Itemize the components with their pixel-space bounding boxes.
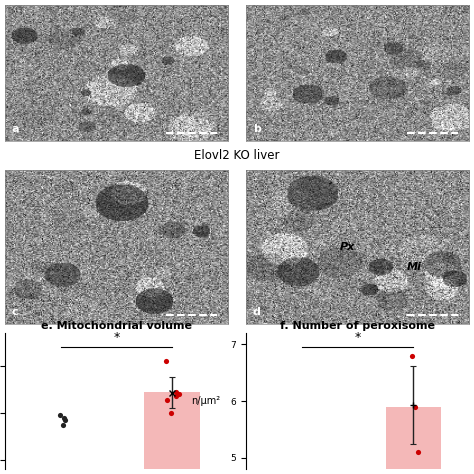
Text: *: * [355, 331, 361, 345]
Bar [144, 392, 200, 469]
Text: d: d [253, 307, 261, 317]
Point [163, 357, 170, 365]
Point [414, 448, 422, 456]
Title: f. Number of peroxisome: f. Number of peroxisome [280, 321, 435, 331]
Point [62, 417, 69, 424]
Text: Elovl2 KO liver: Elovl2 KO liver [194, 149, 280, 162]
Point [173, 389, 180, 396]
Text: Px: Px [340, 242, 355, 252]
Text: Mi: Mi [407, 262, 422, 272]
Bar [385, 407, 441, 469]
Point [56, 411, 64, 419]
Point [163, 396, 171, 403]
Title: e. Mitochondrial volume: e. Mitochondrial volume [41, 321, 192, 331]
Text: c: c [11, 307, 18, 317]
Point [60, 414, 68, 421]
Point [173, 392, 180, 400]
Point [168, 409, 175, 417]
Point [411, 403, 419, 410]
Point [408, 352, 416, 360]
Text: b: b [253, 124, 261, 134]
Point [175, 390, 183, 398]
Text: a: a [11, 124, 19, 134]
Text: *: * [113, 331, 119, 344]
Y-axis label: n/μm²: n/μm² [191, 396, 220, 406]
Point [59, 421, 67, 429]
